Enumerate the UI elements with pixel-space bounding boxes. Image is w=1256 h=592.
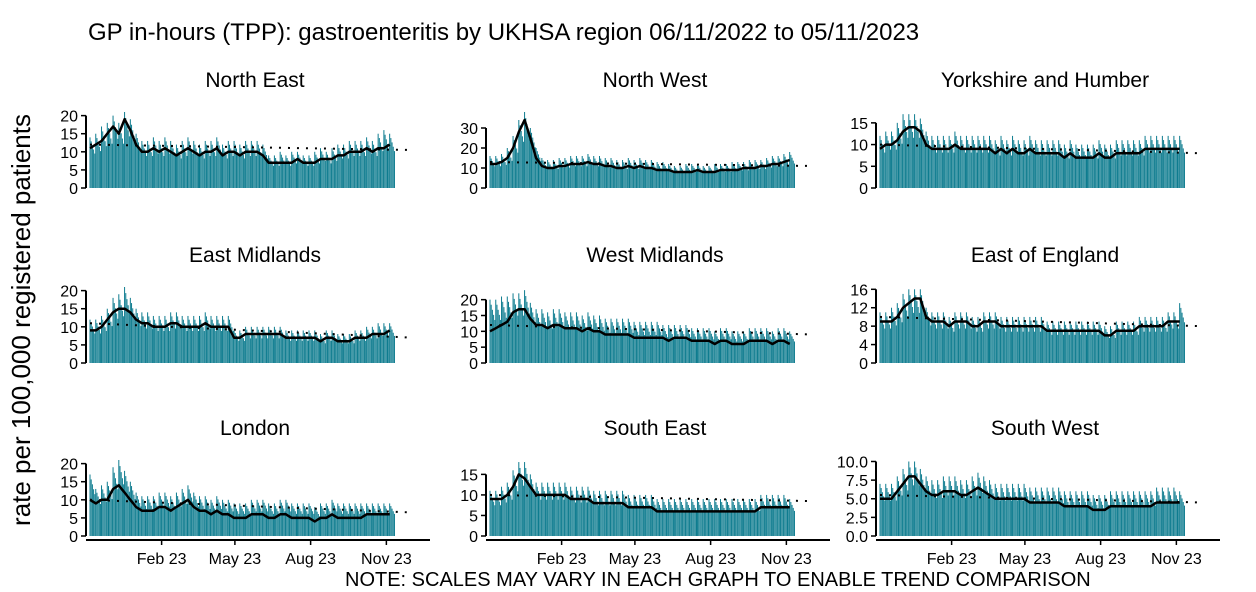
- y-tick-label: 10: [460, 161, 478, 178]
- x-tick-label: Feb 23: [927, 551, 977, 568]
- chart-title: GP in-hours (TPP): gastroenteritis by UK…: [88, 19, 919, 46]
- y-tick-label: 15: [60, 127, 78, 144]
- y-tick-label: 15: [460, 467, 478, 484]
- y-tick-label: 10: [460, 488, 478, 505]
- y-tick-label: 15: [60, 302, 78, 319]
- y-tick-label: 0: [859, 356, 868, 373]
- x-tick-label: Aug 23: [685, 551, 736, 568]
- panel-title: London: [220, 417, 290, 440]
- moving-average-line: [880, 297, 1180, 337]
- x-tick-label: May 23: [209, 551, 262, 568]
- x-tick-label: Feb 23: [537, 551, 587, 568]
- y-tick-label: 5: [69, 163, 78, 180]
- y-tick-label: 0: [469, 529, 478, 546]
- x-tick-label: Nov 23: [1151, 551, 1202, 568]
- y-tick-label: 15: [60, 475, 78, 492]
- note: NOTE: SCALES MAY VARY IN EACH GRAPH TO E…: [345, 569, 1091, 591]
- panel-title: West Midlands: [586, 244, 723, 267]
- y-tick-label: 12: [850, 301, 868, 318]
- panel-title: Yorkshire and Humber: [941, 69, 1149, 92]
- y-tick-label: 0: [69, 356, 78, 373]
- y-axis-label: rate per 100,000 registered patients: [6, 114, 36, 526]
- panel-title: North East: [205, 69, 304, 92]
- y-tick-label: 20: [60, 109, 78, 126]
- x-tick-label: Nov 23: [761, 551, 812, 568]
- moving-average-line: [880, 475, 1180, 512]
- moving-average-line: [490, 473, 790, 513]
- y-tick-label: 10.0: [837, 454, 868, 471]
- x-tick-label: May 23: [609, 551, 662, 568]
- y-tick-label: 5: [69, 338, 78, 355]
- moving-average-line: [490, 118, 791, 174]
- y-tick-label: 8: [859, 319, 868, 336]
- x-tick-label: Aug 23: [285, 551, 336, 568]
- y-tick-label: 20: [460, 293, 478, 310]
- moving-average-line: [89, 117, 391, 164]
- panel-title: South East: [604, 417, 707, 440]
- y-tick-label: 5.0: [846, 492, 868, 509]
- x-tick-label: Nov 23: [361, 551, 412, 568]
- y-tick-label: 10: [60, 320, 78, 337]
- y-tick-label: 30: [460, 121, 478, 138]
- y-tick-label: 0: [69, 529, 78, 546]
- y-tick-label: 4: [859, 338, 868, 355]
- x-tick-label: Aug 23: [1075, 551, 1126, 568]
- y-tick-label: 0: [469, 356, 478, 373]
- moving-average-line: [90, 307, 391, 343]
- y-tick-label: 10: [850, 138, 868, 155]
- moving-average-line: [89, 484, 390, 523]
- panel-title: South West: [991, 417, 1099, 440]
- panel-title: North West: [603, 69, 708, 92]
- y-tick-label: 5: [859, 159, 868, 176]
- y-tick-label: 20: [460, 141, 478, 158]
- y-tick-label: 0.0: [846, 529, 868, 546]
- y-tick-label: 10: [60, 493, 78, 510]
- y-tick-label: 15: [850, 116, 868, 133]
- panel-title: East Midlands: [189, 244, 321, 267]
- y-tick-label: 15: [460, 309, 478, 326]
- y-tick-label: 0: [69, 181, 78, 198]
- y-tick-label: 20: [60, 284, 78, 301]
- x-tick-label: Feb 23: [137, 551, 187, 568]
- moving-average-line: [489, 307, 791, 346]
- y-tick-label: 10: [460, 324, 478, 341]
- y-tick-label: 5: [69, 511, 78, 528]
- y-tick-label: 10: [60, 145, 78, 162]
- panel-title: East of England: [971, 244, 1119, 267]
- y-tick-label: 2.5: [846, 510, 868, 527]
- y-tick-label: 20: [60, 457, 78, 474]
- y-tick-label: 7.5: [846, 473, 868, 490]
- y-tick-label: 5: [469, 508, 478, 525]
- y-tick-label: 16: [850, 282, 868, 299]
- y-tick-label: 0: [859, 181, 868, 198]
- x-tick-label: May 23: [999, 551, 1052, 568]
- moving-average-line: [879, 125, 1180, 159]
- y-tick-label: 5: [469, 340, 478, 357]
- y-tick-label: 0: [469, 181, 478, 198]
